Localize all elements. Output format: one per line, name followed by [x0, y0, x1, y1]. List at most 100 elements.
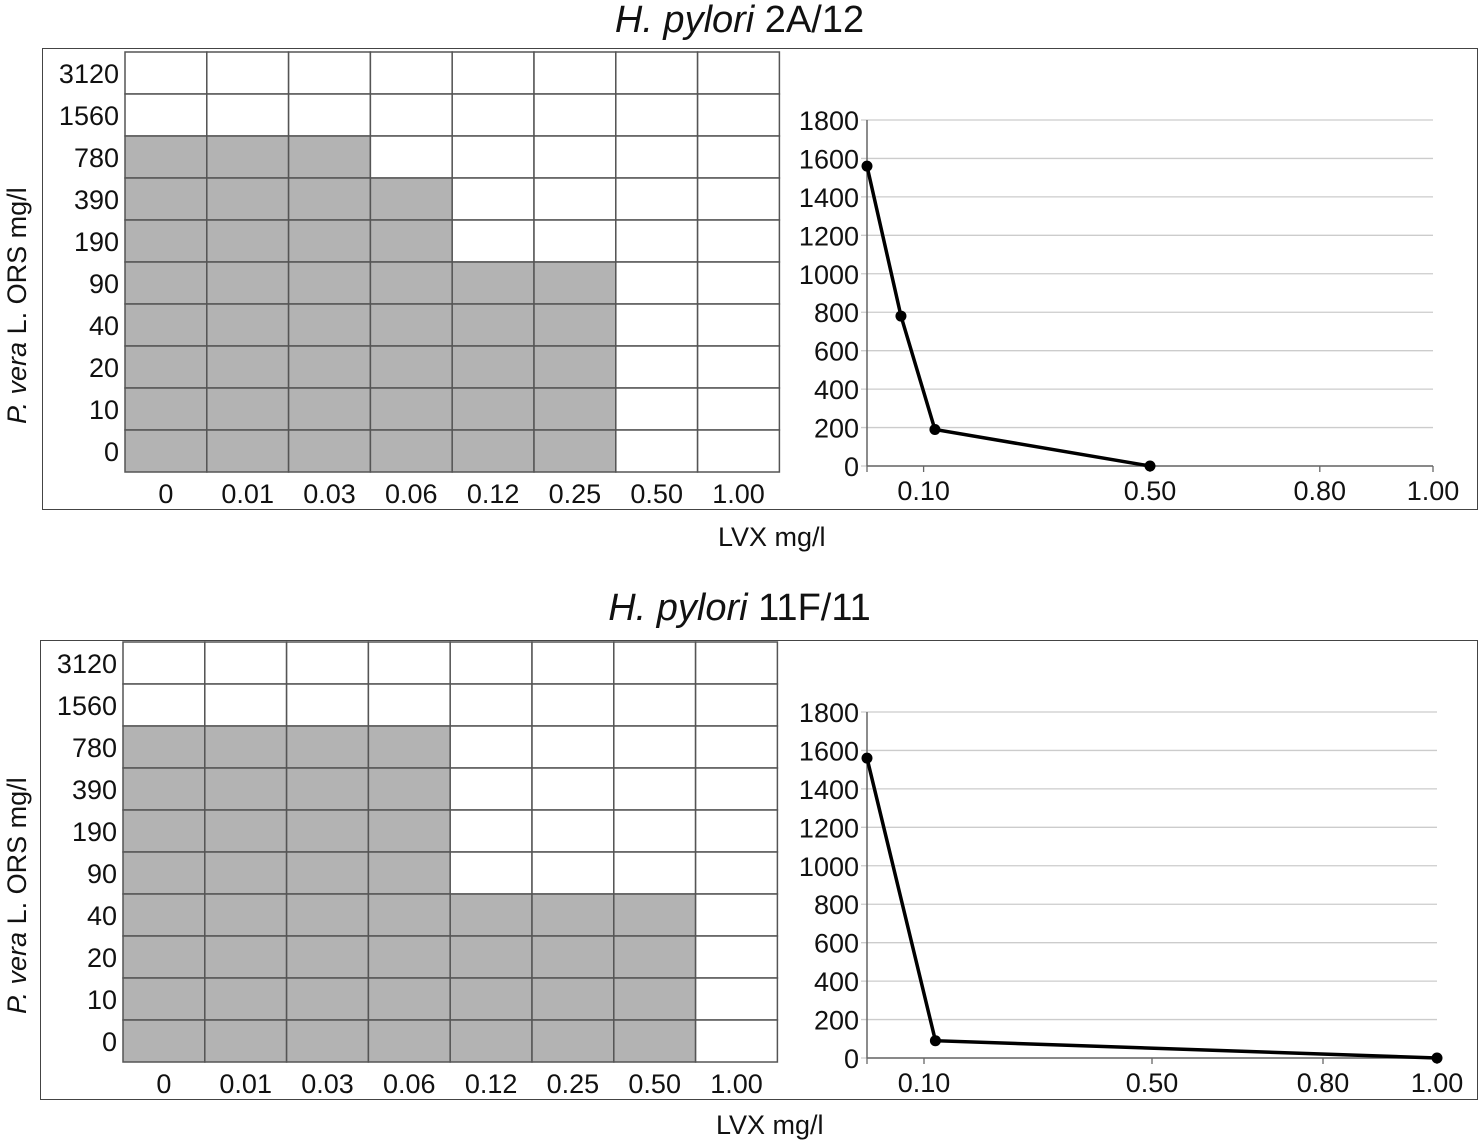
panel-1-y-tick-label: 600	[814, 337, 859, 367]
panel-2-row-tick-label: 390	[72, 775, 117, 805]
panel-1-col-tick-label: 0.50	[630, 479, 683, 508]
panel-2-cell	[694, 641, 779, 685]
panel-1-title-italic: H. pylori	[614, 0, 755, 41]
panel-1-cell	[696, 261, 781, 305]
panel-2-cell	[367, 977, 451, 1021]
panel-2-cell	[204, 851, 288, 895]
panel-1-row-tick-label: 390	[74, 185, 119, 215]
panel-1-cell	[206, 303, 290, 347]
panel-1-data-point	[895, 310, 907, 322]
panel-1-cell	[696, 429, 781, 473]
panel-2-cell	[367, 767, 451, 811]
panel-1-cell	[287, 345, 372, 389]
panel-2-title: H. pylori 11F/11	[0, 586, 1479, 630]
panel-2-cell	[367, 893, 451, 937]
panel-1-cell	[124, 177, 208, 221]
panel-2-x-tick-label: 0.80	[1297, 1068, 1350, 1098]
panel-2-x-tick-label: 1.00	[1411, 1068, 1464, 1098]
panel-1-cell	[124, 429, 208, 473]
panel-2-cell	[694, 809, 779, 853]
panel-2-y-tick-label: 1200	[799, 813, 859, 843]
panel-2-cell	[449, 725, 533, 769]
panel-1-row-tick-label: 190	[74, 227, 119, 257]
panel-1-cell	[287, 303, 372, 347]
panel-2-cell	[367, 1019, 451, 1063]
panel-2-col-tick-label: 1.00	[710, 1069, 763, 1098]
panel-2-cell	[367, 809, 451, 853]
panel-1-cell	[451, 429, 535, 473]
panel-1-row-tick-label: 10	[89, 395, 119, 425]
panel-1-x-tick-label: 1.00	[1407, 476, 1460, 506]
panel-1-cell	[615, 93, 699, 137]
panel-2-cell	[613, 683, 697, 727]
panel-2-cell	[122, 851, 206, 895]
panel-2-cell	[285, 893, 370, 937]
panel-2-cell	[694, 977, 779, 1021]
panel-2-cell	[204, 893, 288, 937]
panel-1-cell	[451, 135, 535, 179]
panel-2-cell	[531, 977, 615, 1021]
panel-2-cell	[204, 641, 288, 685]
panel-2-cell	[531, 1019, 615, 1063]
panel-1-cell	[369, 51, 453, 95]
panel-2-cell	[694, 683, 779, 727]
panel-2-cell	[122, 641, 206, 685]
panel-2-cell	[613, 893, 697, 937]
panel-2-series-line	[865, 757, 1438, 1060]
panel-2-cell	[694, 725, 779, 769]
panel-1-cell	[287, 261, 372, 305]
panel-1-cell	[206, 261, 290, 305]
panel-1-cell	[287, 135, 372, 179]
panel-2-cell	[531, 935, 615, 979]
panel-1-cell	[124, 261, 208, 305]
panel-2-cell	[694, 767, 779, 811]
panel-1-cell	[287, 219, 372, 263]
panel-1-x-tick-label: 0.10	[897, 476, 950, 506]
panel-1-cell	[533, 429, 617, 473]
panel-2-cell	[531, 893, 615, 937]
panel-2-cell	[122, 893, 206, 937]
panel-1-cell	[451, 219, 535, 263]
panel-2-col-tick-label: 0.03	[301, 1069, 354, 1098]
panel-1-cell	[533, 303, 617, 347]
panel-2-cell	[285, 935, 370, 979]
panel-2-col-tick-label: 0.12	[465, 1069, 518, 1098]
panel-2-x-tick-label: 0.10	[898, 1068, 951, 1098]
panel-2-cell	[122, 935, 206, 979]
panel-2-col-tick-label: 0.01	[219, 1069, 272, 1098]
panel-2-cell	[122, 725, 206, 769]
panel-2-cell	[449, 935, 533, 979]
panel-1-y-axis-label-italic: P. vera	[2, 341, 32, 424]
panel-1-cell	[615, 345, 699, 389]
panel-2-cell	[449, 683, 533, 727]
panel-2-cell	[613, 851, 697, 895]
panel-1-cell	[615, 219, 699, 263]
panel-1-cell	[533, 345, 617, 389]
panel-2-cell	[204, 767, 288, 811]
panel-2-y-tick-label: 0	[844, 1044, 859, 1074]
panel-1-cell	[124, 345, 208, 389]
panel-1-cell	[696, 387, 781, 431]
panel-2-cell	[531, 641, 615, 685]
panel-2-cell	[694, 851, 779, 895]
panel-2-cell	[367, 641, 451, 685]
panel-1-cell	[615, 177, 699, 221]
panel-1-x-tick-label: 0.80	[1294, 476, 1347, 506]
panel-2-col-tick-label: 0	[156, 1069, 171, 1098]
panel-1-title-rest: 2A/12	[754, 0, 865, 41]
panel-2-y-tick-label: 1000	[799, 852, 859, 882]
panel-1-y-tick-label: 1000	[799, 260, 859, 290]
panel-1-cell	[615, 51, 699, 95]
panel-1-y-tick-label: 400	[814, 375, 859, 405]
panel-2-cell	[531, 809, 615, 853]
panel-2-y-tick-label: 1600	[799, 736, 859, 766]
panel-2-cell	[122, 683, 206, 727]
panel-2-cell	[367, 683, 451, 727]
panel-2-row-tick-label: 1560	[57, 691, 117, 721]
panel-2-cell	[449, 851, 533, 895]
panel-1-cell	[696, 219, 781, 263]
panel-2-y-axis-label-rest: L. ORS mg/l	[2, 777, 32, 932]
panel-2-y-tick-label: 400	[814, 967, 859, 997]
panel-1-row-tick-label: 40	[89, 311, 119, 341]
panel-1-cell	[451, 345, 535, 389]
